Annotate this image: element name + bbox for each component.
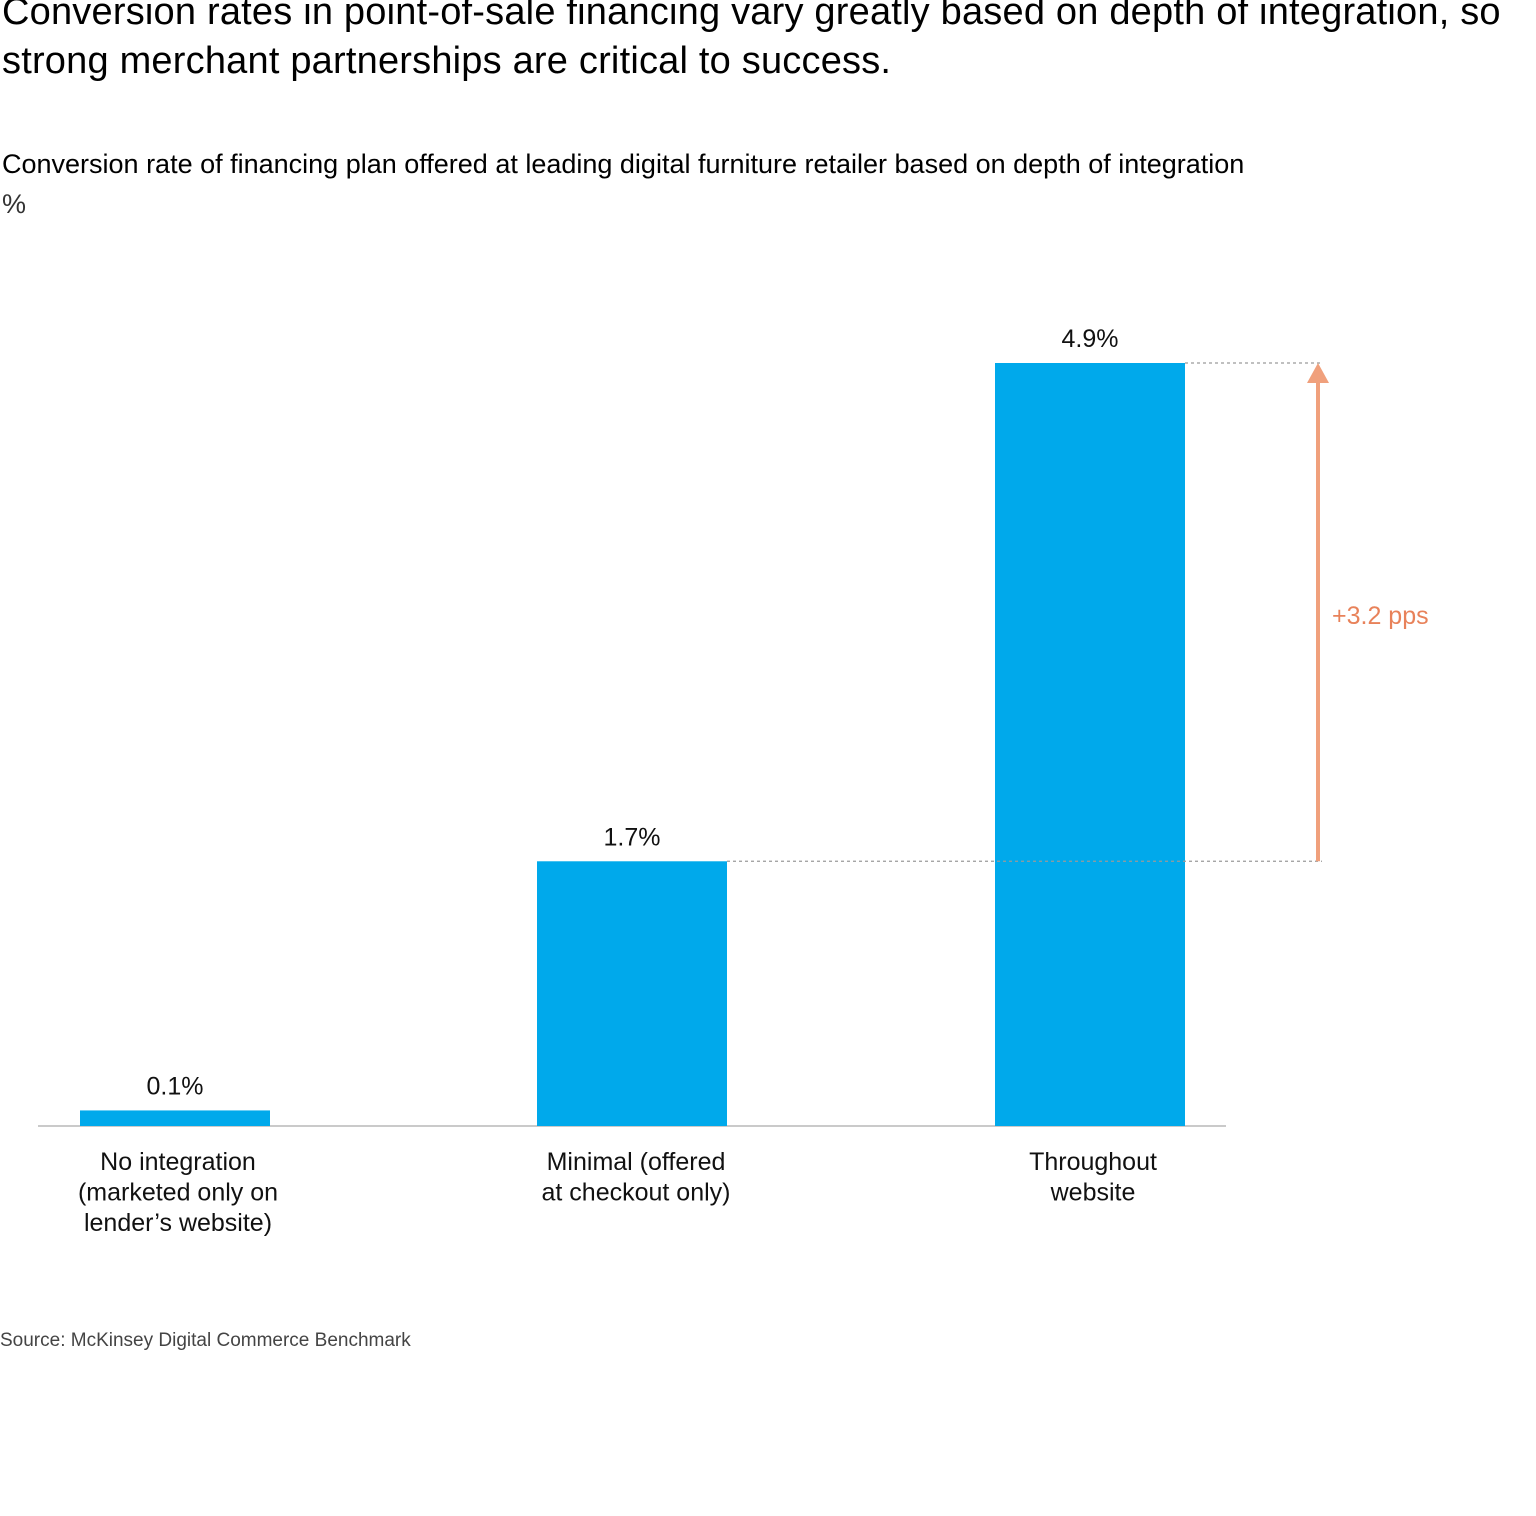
category-label-line: Minimal (offered bbox=[547, 1148, 726, 1176]
difference-label: +3.2 pps bbox=[1332, 602, 1429, 630]
chart-subtitle: Conversion rate of financing plan offere… bbox=[2, 149, 1245, 179]
source-note: Source: McKinsey Digital Commerce Benchm… bbox=[0, 1330, 411, 1351]
data-label-1: 0.1% bbox=[147, 1072, 204, 1100]
category-label-line: at checkout only) bbox=[542, 1179, 731, 1207]
bar-3 bbox=[995, 363, 1185, 1126]
category-label-line: No integration bbox=[100, 1148, 256, 1176]
unit-label: % bbox=[2, 189, 27, 219]
data-label-2: 1.7% bbox=[604, 823, 661, 851]
chart-headline: Conversion rates in point-of-sale financ… bbox=[2, 0, 1501, 82]
category-label-3: Throughout website bbox=[1029, 1148, 1157, 1207]
bar-2 bbox=[537, 861, 727, 1126]
data-label-3: 4.9% bbox=[1062, 325, 1119, 353]
annotation-layer: +3.2 pps bbox=[727, 362, 1429, 862]
category-label-line: website bbox=[1050, 1179, 1136, 1207]
bars-layer: 0.1% No integration (marketed only on lende… bbox=[78, 325, 1185, 1237]
category-label-line: Throughout bbox=[1029, 1148, 1157, 1176]
category-label-line: (marketed only on bbox=[78, 1179, 278, 1207]
bar-1 bbox=[80, 1110, 270, 1126]
bar-chart: 0.1% No integration (marketed only on lende… bbox=[38, 325, 1429, 1237]
category-label-1: No integration (marketed only on lender’s … bbox=[78, 1148, 278, 1237]
arrow-up-icon bbox=[1307, 363, 1329, 383]
category-label-line: lender’s website) bbox=[84, 1209, 272, 1237]
category-label-2: Minimal (offered at checkout only) bbox=[542, 1148, 731, 1207]
